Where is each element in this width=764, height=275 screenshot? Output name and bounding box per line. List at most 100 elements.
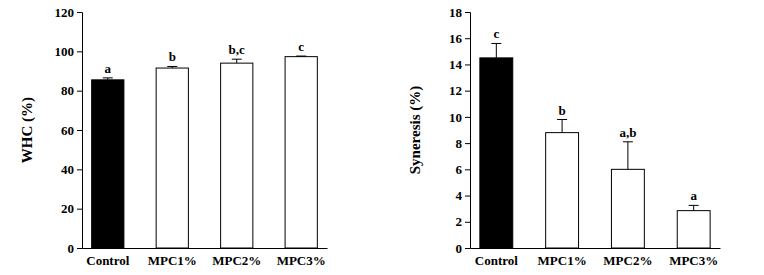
y-tick-label: 0: [456, 241, 463, 256]
y-tick-label: 20: [61, 201, 74, 216]
y-tick-mark: [77, 12, 82, 13]
y-tick: 18: [449, 5, 470, 20]
y-tick-label: 8: [456, 136, 463, 151]
error-cap: [296, 56, 306, 57]
annotation: c: [493, 26, 499, 41]
y-tick-mark: [77, 169, 82, 170]
error-bar: [296, 56, 306, 58]
y-tick: 2: [456, 214, 471, 229]
y-tick-label: 4: [456, 188, 463, 203]
y-tick-mark: [465, 117, 470, 118]
x-tick: Control: [86, 248, 129, 268]
annotation: c: [298, 39, 304, 54]
error-bar: [167, 66, 177, 68]
error-stem: [562, 120, 563, 133]
x-tick-label: MPC3%: [669, 253, 718, 268]
y-tick-mark: [77, 248, 82, 249]
bar: [285, 57, 317, 248]
y-tick-label: 100: [55, 44, 75, 59]
y-tick-label: 120: [55, 5, 75, 20]
error-bar: [557, 120, 567, 133]
annotation: b,c: [229, 42, 245, 57]
y-tick-label: 6: [456, 162, 463, 177]
annotation: a: [105, 61, 112, 76]
y-axis-line: [77, 13, 83, 249]
y-tick: 60: [61, 123, 82, 138]
x-tick-label: MPC3%: [277, 253, 326, 268]
x-tick: MPC3%: [669, 248, 718, 268]
x-tick-label: MPC1%: [148, 253, 197, 268]
annotation: a: [690, 188, 697, 203]
y-tick: 20: [61, 201, 82, 216]
x-axis-line: [471, 248, 721, 249]
error-cap: [557, 119, 567, 120]
x-tick: MPC1%: [538, 248, 587, 268]
y-tick-mark: [77, 130, 82, 131]
y-tick-label: 10: [449, 110, 462, 125]
y-tick: 12: [449, 83, 470, 98]
y-tick-mark: [465, 169, 470, 170]
bar: [92, 80, 124, 248]
y-tick: 14: [449, 57, 470, 72]
error-bar: [103, 78, 113, 80]
x-tick: MPC3%: [277, 248, 326, 268]
y-axis-line: [465, 13, 471, 249]
x-tick: MPC2%: [603, 248, 652, 268]
y-tick-mark: [465, 64, 470, 65]
error-stem: [627, 142, 628, 170]
chart: cba,ba024681012141618ControlMPC1%MPC2%MP…: [407, 5, 721, 269]
y-tick-label: 0: [68, 241, 75, 256]
y-tick-label: 2: [456, 214, 463, 229]
y-tick-mark: [77, 51, 82, 52]
plot-area: [480, 43, 710, 248]
x-tick-label: MPC2%: [603, 253, 652, 268]
bar: [677, 211, 710, 248]
y-tick-mark: [465, 91, 470, 92]
bar: [156, 68, 188, 248]
error-bar: [689, 205, 699, 210]
x-axis-line: [83, 248, 328, 249]
y-axis: 0 2 4 6 8 10 12 14 16 18: [449, 5, 471, 256]
x-axis: Control MPC1% MPC2% MPC3%: [83, 248, 328, 268]
y-tick-mark: [465, 12, 470, 13]
error-cap: [491, 43, 501, 44]
x-tick-label: Control: [475, 253, 518, 268]
y-tick-mark: [465, 222, 470, 223]
x-tick: MPC2%: [212, 248, 261, 268]
y-tick: 40: [61, 162, 82, 177]
plot-area: [92, 56, 318, 248]
chart: abb,cc020406080100120ControlMPC1%MPC2%MP…: [19, 5, 328, 269]
error-cap: [232, 59, 242, 60]
error-bar: [232, 59, 242, 63]
annotation: a,b: [619, 125, 636, 140]
y-tick-mark: [465, 196, 470, 197]
y-tick-label: 14: [449, 57, 463, 72]
y-tick-label: 40: [61, 162, 74, 177]
y-tick-label: 80: [61, 83, 74, 98]
y-tick: 0: [456, 241, 471, 256]
x-tick-label: Control: [86, 253, 129, 268]
y-tick: 8: [456, 136, 471, 151]
y-axis-title: Syneresis (%): [407, 86, 424, 174]
figure: abb,cc020406080100120ControlMPC1%MPC2%MP…: [0, 0, 764, 275]
y-tick: 6: [456, 162, 471, 177]
error-stem: [236, 59, 237, 63]
x-axis: Control MPC1% MPC2% MPC3%: [471, 248, 721, 268]
y-tick-mark: [465, 248, 470, 249]
y-tick: 100: [55, 44, 83, 59]
y-tick-label: 18: [449, 5, 463, 20]
bar: [480, 58, 513, 248]
y-tick-mark: [77, 209, 82, 210]
x-tick-label: MPC2%: [212, 253, 261, 268]
y-tick: 4: [456, 188, 471, 203]
y-tick: 16: [449, 31, 470, 46]
error-cap: [623, 141, 633, 142]
y-tick-mark: [465, 143, 470, 144]
x-tick: MPC1%: [148, 248, 197, 268]
y-tick-mark: [465, 38, 470, 39]
y-axis: 0 20 40 60 80 100 120: [55, 5, 83, 256]
error-cap: [103, 77, 113, 78]
y-tick-label: 16: [449, 31, 463, 46]
bar: [546, 133, 579, 248]
error-cap: [167, 66, 177, 67]
